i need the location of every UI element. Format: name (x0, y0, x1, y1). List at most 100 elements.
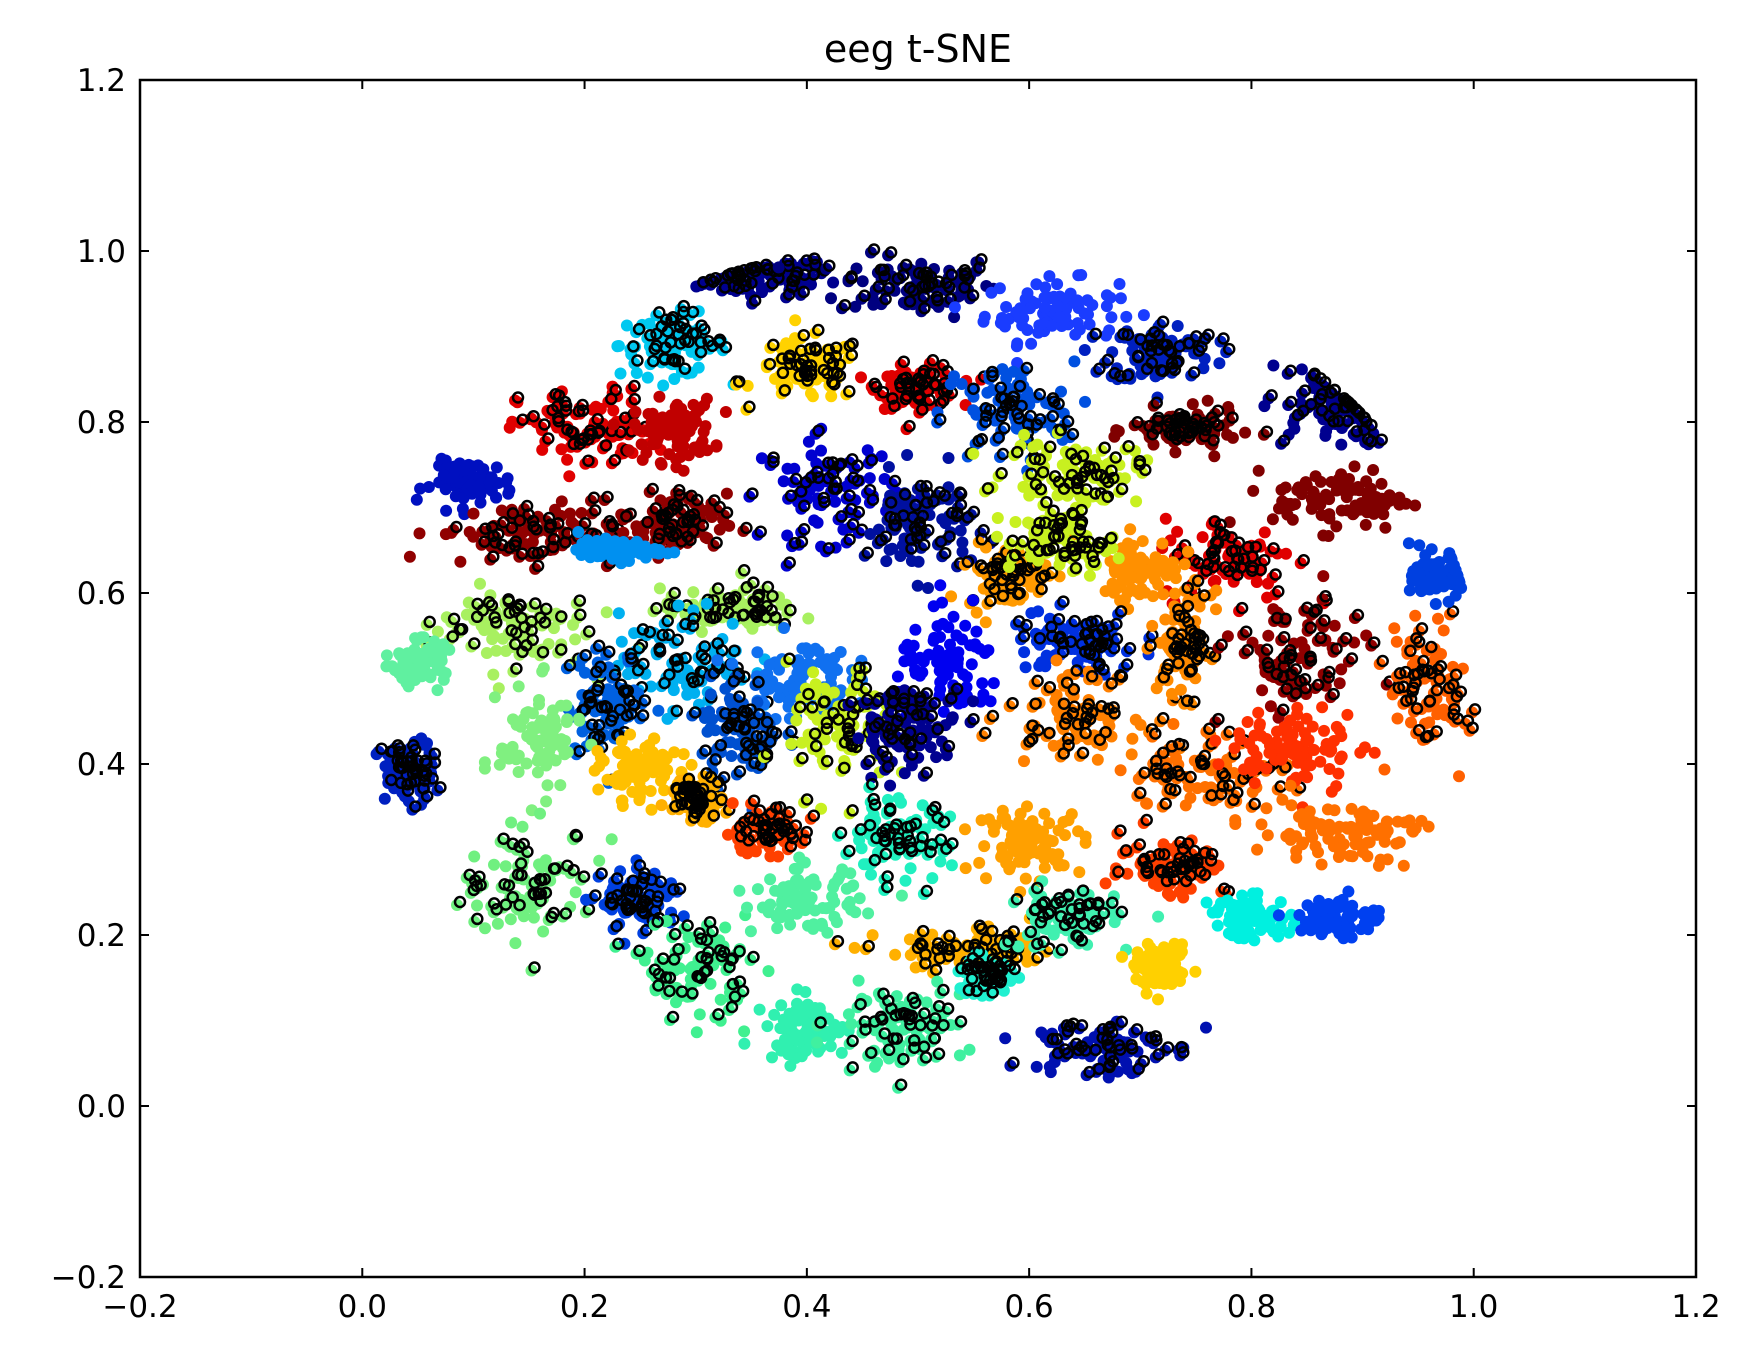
scatter-point-outlined (994, 381, 1008, 395)
scatter-point-outlined (763, 357, 777, 371)
scatter-point (1456, 662, 1469, 675)
scatter-point (1391, 712, 1404, 725)
scatter-point-outlined (542, 432, 555, 445)
scatter-point (1275, 483, 1288, 496)
scatter-point-outlined (766, 277, 779, 290)
scatter-point (636, 784, 649, 796)
cluster-3 (611, 299, 743, 392)
scatter-point (1039, 281, 1052, 294)
scatter-point (905, 655, 918, 668)
scatter-point-outlined (511, 391, 525, 404)
scatter-point-outlined (552, 414, 565, 428)
scatter-point-outlined (609, 383, 622, 397)
scatter-point (711, 654, 724, 667)
scatter-point (1091, 753, 1104, 766)
scatter-point (488, 691, 501, 704)
scatter-point (795, 736, 808, 749)
scatter-point-outlined (995, 410, 1008, 423)
scatter-point (573, 712, 585, 725)
scatter-point-outlined (1021, 418, 1035, 431)
scatter-point (1009, 516, 1022, 528)
scatter-point-outlined (565, 425, 578, 438)
scatter-point (457, 464, 470, 477)
scatter-point (1078, 307, 1091, 320)
cluster-2 (948, 269, 1150, 369)
scatter-point (546, 704, 559, 717)
scatter-point (1112, 552, 1125, 565)
scatter-point (1157, 588, 1170, 601)
scatter-point-outlined (1328, 383, 1341, 397)
scatter-point (927, 600, 940, 613)
scatter-point (648, 732, 660, 745)
scatter-point-outlined (661, 325, 675, 338)
scatter-point (909, 623, 922, 636)
scatter-point-outlined (782, 288, 796, 301)
scatter-point (1159, 512, 1172, 525)
scatter-point-outlined (1061, 415, 1075, 428)
scatter-point (1250, 576, 1263, 588)
scatter-point (882, 461, 895, 473)
scatter-point-outlined (1030, 418, 1044, 431)
scatter-point (827, 686, 840, 699)
scatter-point (537, 662, 550, 675)
scatter-point-outlined (829, 350, 843, 363)
scatter-point (1055, 385, 1067, 398)
scatter-point (785, 737, 798, 750)
scatter-point (485, 472, 498, 485)
scatter-point (685, 758, 698, 771)
scatter-point (1210, 603, 1222, 616)
scatter-point (1081, 294, 1094, 307)
scatter-point (967, 404, 980, 417)
scatter-point (867, 298, 880, 311)
scatter-point-outlined (781, 254, 795, 267)
scatter-point (1409, 609, 1422, 622)
scatter-point-outlined (1132, 350, 1145, 364)
scatter-point (1130, 495, 1143, 508)
scatter-point (1378, 763, 1391, 776)
scatter-point-outlined (1332, 414, 1345, 428)
scatter-point-outlined (745, 276, 758, 290)
scatter-point-outlined (999, 399, 1013, 412)
chart-title: eeg t-SNE (824, 27, 1012, 71)
scatter-point (807, 666, 820, 679)
scatter-point-outlined (702, 334, 715, 348)
scatter-point-outlined (918, 301, 931, 315)
scatter-point (1046, 319, 1059, 332)
scatter-point (668, 373, 681, 385)
scatter-point (1390, 635, 1403, 648)
cluster-6 (931, 355, 1091, 477)
scatter-point-outlined (667, 352, 681, 366)
scatter-point-outlined (689, 327, 703, 340)
scatter-point-outlined (903, 419, 916, 433)
scatter-point-outlined (1093, 362, 1106, 376)
scatter-point (1047, 739, 1060, 752)
scatter-point-outlined (1351, 404, 1364, 418)
scatter-point (629, 765, 642, 778)
scatter-point (628, 418, 641, 431)
scatter-point-outlined (828, 377, 841, 391)
scatter-point (1383, 489, 1396, 502)
scatter-point (1016, 319, 1029, 332)
cluster-4 (730, 314, 859, 416)
scatter-point-outlined (1340, 394, 1354, 408)
scatter-point (496, 742, 509, 755)
scatter-point (544, 732, 556, 745)
scatter-point (1348, 460, 1361, 473)
scatter-point-outlined (916, 403, 929, 416)
scatter-point (421, 737, 433, 750)
scatter-point (948, 311, 961, 324)
scatter-point-outlined (647, 354, 660, 368)
scatter-point-outlined (975, 253, 988, 266)
scatter-point (612, 607, 625, 620)
scatter-point (944, 378, 957, 391)
scatter-point-outlined (631, 354, 644, 367)
scatter-point (1135, 562, 1148, 575)
scatter-point (764, 674, 776, 687)
scatter-point-outlined (916, 378, 930, 391)
scatter-point (1349, 503, 1362, 516)
scatter-point (533, 751, 546, 764)
scatter-point (720, 487, 733, 500)
scatter-point (560, 699, 573, 712)
scatter-point (1060, 461, 1073, 474)
scatter-point-outlined (628, 379, 641, 393)
